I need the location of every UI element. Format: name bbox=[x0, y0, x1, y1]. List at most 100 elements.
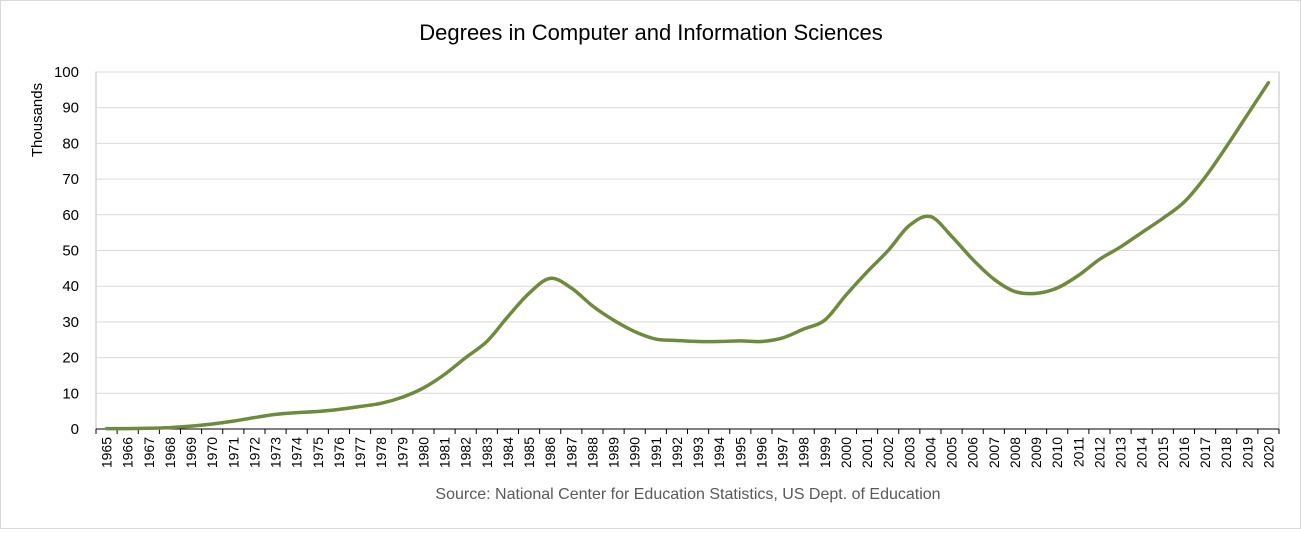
data-point bbox=[189, 424, 193, 428]
data-point bbox=[210, 422, 214, 426]
data-point bbox=[274, 412, 278, 416]
data-point bbox=[1140, 231, 1144, 235]
x-tick-label: 1998 bbox=[796, 437, 812, 468]
y-tick-label: 40 bbox=[62, 278, 79, 295]
x-tick-label: 1990 bbox=[627, 437, 643, 468]
y-axis: 0 10 20 30 40 50 60 70 80 90 100 bbox=[54, 64, 79, 438]
x-tick-label: 1973 bbox=[268, 437, 284, 468]
y-axis-label: Thousands bbox=[29, 83, 46, 157]
x-tick-label: 1970 bbox=[204, 437, 220, 468]
x-tick-label: 1984 bbox=[500, 437, 516, 468]
x-tick-label: 1985 bbox=[521, 437, 537, 468]
data-point bbox=[231, 419, 235, 423]
x-tick-label: 1976 bbox=[331, 437, 347, 468]
x-tick-label: 1993 bbox=[690, 437, 706, 468]
x-tick-label: 2017 bbox=[1197, 437, 1213, 468]
data-point bbox=[1224, 145, 1228, 149]
y-tick-label: 50 bbox=[62, 243, 79, 260]
x-tick-label: 1992 bbox=[669, 437, 685, 468]
x-tick-label: 1994 bbox=[711, 437, 727, 468]
x-tick-label: 2019 bbox=[1239, 437, 1255, 468]
data-point bbox=[1076, 273, 1080, 277]
data-point bbox=[1097, 257, 1101, 261]
y-tick-label: 60 bbox=[62, 207, 79, 224]
x-tick-label: 1966 bbox=[120, 437, 136, 468]
y-tick-label: 80 bbox=[62, 135, 79, 152]
data-point bbox=[126, 427, 130, 431]
data-point bbox=[590, 304, 594, 308]
x-tick-label: 2012 bbox=[1091, 437, 1107, 468]
data-point bbox=[464, 356, 468, 360]
gridlines bbox=[95, 71, 1280, 430]
data-point bbox=[569, 286, 573, 290]
x-tick-label: 1968 bbox=[162, 437, 178, 468]
data-point bbox=[1245, 113, 1249, 117]
data-point bbox=[1161, 216, 1165, 220]
data-points bbox=[105, 81, 1271, 431]
data-point bbox=[865, 270, 869, 274]
x-tick-label: 1989 bbox=[606, 437, 622, 468]
x-tick-label: 1978 bbox=[373, 437, 389, 468]
x-tick-label: 1982 bbox=[458, 437, 474, 468]
x-tick-label: 1972 bbox=[246, 437, 262, 468]
x-tick-label: 2020 bbox=[1260, 437, 1276, 468]
source-note: Source: National Center for Education St… bbox=[435, 486, 940, 503]
y-tick-label: 20 bbox=[62, 350, 79, 367]
x-tick-label: 2000 bbox=[838, 437, 854, 468]
x-tick-label: 2016 bbox=[1176, 437, 1192, 468]
data-point bbox=[992, 277, 996, 281]
x-tick-label: 1999 bbox=[817, 437, 833, 468]
x-tick-label: 1971 bbox=[225, 437, 241, 468]
data-point bbox=[823, 318, 827, 322]
data-point bbox=[485, 340, 489, 344]
x-tick-label: 1987 bbox=[563, 437, 579, 468]
x-tick-label: 2009 bbox=[1028, 437, 1044, 468]
x-tick-label: 1975 bbox=[310, 437, 326, 468]
data-point bbox=[1266, 81, 1270, 85]
data-point bbox=[781, 336, 785, 340]
data-point bbox=[506, 315, 510, 319]
x-axis: 1965 1966 1967 1968 1969 1970 1971 1972 1973 1974… bbox=[95, 428, 1280, 468]
x-tick-label: 2005 bbox=[944, 437, 960, 468]
x-tick-label: 2002 bbox=[880, 437, 896, 468]
data-point bbox=[1119, 245, 1123, 249]
x-tick-label: 2010 bbox=[1049, 437, 1065, 468]
data-point bbox=[802, 327, 806, 331]
data-point bbox=[421, 386, 425, 390]
x-tick-label: 2003 bbox=[901, 437, 917, 468]
x-tick-label: 2011 bbox=[1070, 437, 1086, 467]
y-tick-label: 30 bbox=[62, 314, 79, 331]
chart-title: Degrees in Computer and Information Scie… bbox=[419, 20, 882, 45]
x-tick-label: 2004 bbox=[922, 437, 938, 468]
data-point bbox=[759, 340, 763, 344]
data-point bbox=[971, 257, 975, 261]
data-point bbox=[337, 407, 341, 411]
x-tick-label: 1974 bbox=[289, 437, 305, 468]
x-tick-label: 2006 bbox=[965, 437, 981, 468]
x-tick-label: 1986 bbox=[542, 437, 558, 468]
data-point bbox=[844, 293, 848, 297]
data-point bbox=[316, 410, 320, 414]
y-tick-label: 70 bbox=[62, 171, 79, 188]
y-tick-label: 90 bbox=[62, 100, 79, 117]
data-point bbox=[1013, 290, 1017, 294]
data-point bbox=[928, 215, 932, 219]
data-point bbox=[1203, 175, 1207, 179]
data-point bbox=[358, 405, 362, 409]
data-point bbox=[548, 276, 552, 280]
x-tick-label: 2015 bbox=[1155, 437, 1171, 468]
x-tick-label: 2014 bbox=[1134, 437, 1150, 468]
data-point bbox=[738, 339, 742, 343]
data-point bbox=[886, 249, 890, 253]
x-tick-label: 2007 bbox=[986, 437, 1002, 468]
x-tick-label: 1969 bbox=[183, 437, 199, 468]
x-tick-label: 2001 bbox=[859, 437, 875, 468]
data-point bbox=[147, 426, 151, 430]
x-tick-label: 1988 bbox=[584, 437, 600, 468]
series-line bbox=[104, 80, 1271, 431]
data-point bbox=[527, 291, 531, 295]
data-point bbox=[400, 395, 404, 399]
data-point bbox=[950, 234, 954, 238]
